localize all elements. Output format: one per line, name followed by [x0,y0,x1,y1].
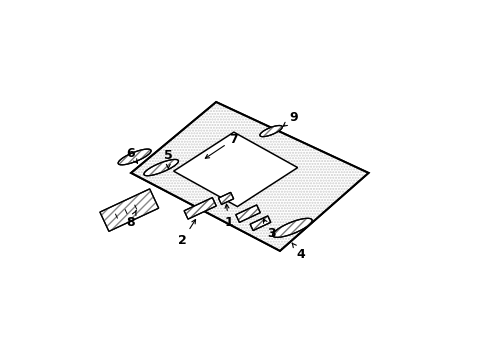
Polygon shape [184,198,216,219]
Text: 5: 5 [163,149,172,168]
Text: 3: 3 [263,219,275,240]
Text: 7: 7 [205,133,238,158]
Text: 6: 6 [126,147,137,163]
Polygon shape [259,126,282,137]
Text: 4: 4 [291,243,305,261]
Polygon shape [249,216,270,230]
Polygon shape [118,149,151,165]
Polygon shape [173,132,297,207]
Text: 8: 8 [126,211,136,229]
Text: 1: 1 [224,204,232,229]
Polygon shape [131,102,368,251]
Polygon shape [235,205,260,222]
Polygon shape [100,189,159,231]
Polygon shape [272,218,311,237]
Polygon shape [218,192,233,204]
Text: 2: 2 [178,220,195,247]
Polygon shape [143,159,178,176]
Text: 9: 9 [283,112,298,126]
